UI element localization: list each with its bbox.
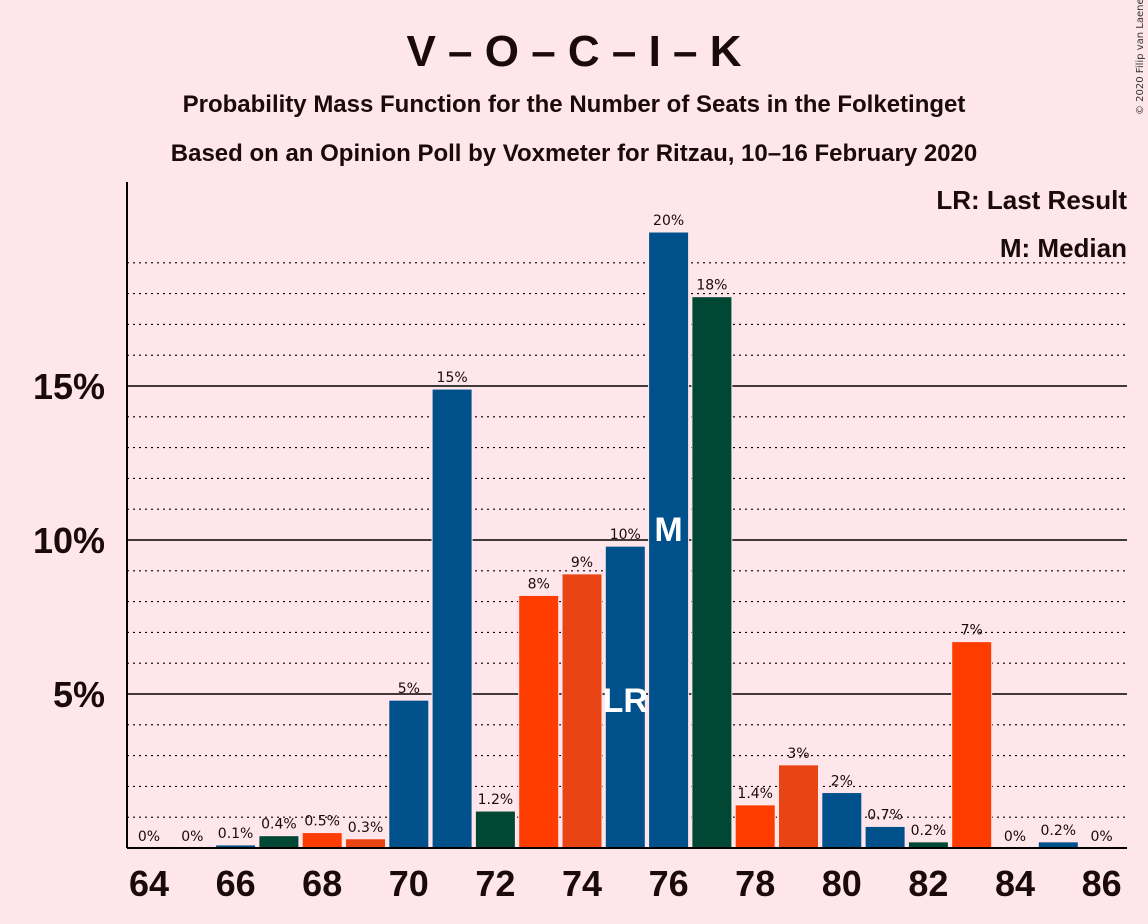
value-label-seat-71: 15%	[437, 370, 468, 386]
bar-seat-78	[734, 804, 776, 849]
value-label-seat-64: 0%	[138, 829, 160, 845]
value-label-seat-72: 1.2%	[478, 792, 514, 808]
value-label-seat-73: 8%	[528, 576, 550, 592]
value-label-seat-77: 18%	[696, 278, 727, 294]
value-label-seat-75: 10%	[610, 527, 641, 543]
x-tick-label: 68	[302, 863, 342, 904]
y-tick-label: 15%	[33, 366, 105, 407]
bar-seat-73	[518, 594, 560, 849]
bar-seat-79	[778, 764, 819, 849]
x-tick-label: 64	[129, 863, 169, 904]
value-label-seat-65: 0%	[181, 829, 203, 845]
y-tick-label: 5%	[53, 674, 105, 715]
value-label-seat-81: 0.7%	[867, 807, 903, 823]
y-axis-labels: 5% 10% 15%	[33, 366, 105, 715]
value-label-seat-74: 9%	[571, 555, 593, 571]
last-result-marker: LR	[603, 682, 648, 720]
bar-seat-81	[864, 825, 906, 849]
bar-seat-76	[648, 231, 690, 849]
value-label-seat-85: 0.2%	[1041, 823, 1077, 839]
bar-seat-71	[431, 388, 473, 849]
value-label-seat-68: 0.5%	[304, 814, 340, 830]
value-label-seat-76: 20%	[653, 213, 684, 229]
x-axis-labels: 64 66 68 70 72 74 76 78 80 82 84 86	[129, 863, 1122, 904]
median-marker: M	[654, 511, 682, 549]
bar-seat-77	[691, 296, 733, 849]
bar-seat-83	[951, 641, 993, 849]
value-label-seat-69: 0.3%	[348, 820, 384, 836]
bar-seat-75	[604, 545, 646, 849]
x-tick-label: 74	[562, 863, 602, 904]
x-tick-label: 72	[475, 863, 515, 904]
value-label-seat-86: 0%	[1090, 829, 1112, 845]
value-label-seat-66: 0.1%	[218, 826, 254, 842]
value-label-seat-80: 2%	[831, 774, 853, 790]
x-tick-label: 66	[216, 863, 256, 904]
value-label-seat-83: 7%	[961, 623, 983, 639]
x-tick-label: 84	[995, 863, 1035, 904]
y-tick-label: 10%	[33, 520, 105, 561]
bar-seat-69	[345, 838, 386, 849]
value-label-seat-78: 1.4%	[737, 786, 773, 802]
x-tick-label: 76	[649, 863, 689, 904]
bar-seat-68	[301, 832, 343, 849]
legend-median: M: Median	[1000, 233, 1127, 263]
x-tick-label: 82	[908, 863, 948, 904]
value-label-seat-67: 0.4%	[261, 817, 297, 833]
bar-seat-67	[258, 835, 300, 849]
bar-seat-80	[821, 792, 863, 849]
value-label-seat-70: 5%	[398, 681, 420, 697]
copyright-note: © 2020 Filip van Laenen	[1135, 0, 1146, 115]
chart-subtitle-1: Probability Mass Function for the Number…	[183, 91, 966, 118]
x-tick-label: 86	[1082, 863, 1122, 904]
chart-title: V – O – C – I – K	[406, 27, 741, 76]
x-tick-label: 70	[389, 863, 429, 904]
value-label-seat-84: 0%	[1004, 829, 1026, 845]
x-tick-label: 78	[735, 863, 775, 904]
x-tick-label: 80	[822, 863, 862, 904]
bars	[215, 231, 1079, 849]
bar-seat-72	[474, 810, 516, 849]
value-label-seat-82: 0.2%	[911, 823, 947, 839]
bar-seat-70	[388, 699, 430, 849]
value-label-seat-79: 3%	[787, 746, 809, 762]
legend-last-result: LR: Last Result	[936, 185, 1127, 215]
markers: LR M	[603, 511, 683, 720]
chart-subtitle-2: Based on an Opinion Poll by Voxmeter for…	[171, 140, 977, 167]
value-labels: 0% 0% 0.1% 0.4% 0.5% 0.3% 5% 15% 1.2% 8% 9% 10% 20% 1…	[138, 213, 1113, 845]
bar-seat-74	[561, 573, 603, 849]
